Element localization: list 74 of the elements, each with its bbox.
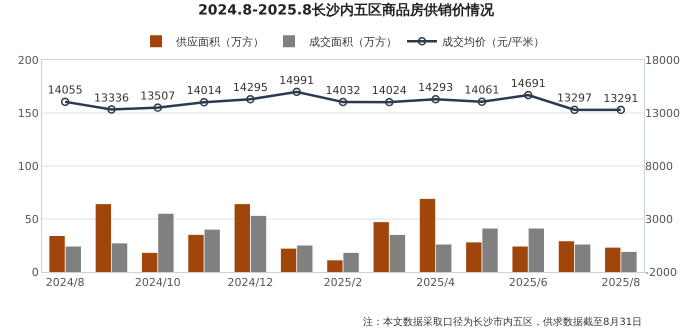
x-tick-label: 2025/4 <box>416 276 455 290</box>
legend-label: 成交面积（万方） <box>309 36 397 49</box>
bar <box>558 241 574 272</box>
bar <box>142 252 158 272</box>
bar <box>621 252 637 272</box>
x-tick-label: 2024/8 <box>46 276 84 290</box>
data-label: 14032 <box>326 84 360 97</box>
data-label: 14014 <box>186 84 222 98</box>
data-label: 14061 <box>464 84 500 97</box>
y-tick-label: 150 <box>18 106 39 120</box>
bar <box>420 198 436 272</box>
legend-label: 成交均价（元/平米） <box>442 36 545 49</box>
data-label: 13291 <box>603 92 638 105</box>
bar <box>66 246 81 272</box>
data-label: 14024 <box>372 84 407 98</box>
point <box>524 90 532 100</box>
y2-tick-label: 18000 <box>645 54 680 67</box>
point <box>616 106 626 114</box>
point <box>154 103 162 112</box>
y-tick-label: 200 <box>18 54 39 67</box>
point <box>246 95 255 104</box>
bar <box>250 216 266 272</box>
x-tick-label: 2025/6 <box>508 276 548 290</box>
y-tick-label: 0 <box>32 266 39 279</box>
y2-tick-label: 3000 <box>645 212 673 226</box>
point <box>385 98 394 106</box>
bar <box>528 228 544 272</box>
y-tick-label: 50 <box>24 212 39 226</box>
point <box>200 98 208 106</box>
y2-tick-label: -2000 <box>645 266 677 279</box>
legend-label: 供应面积（万方） <box>176 36 264 49</box>
point <box>292 88 301 96</box>
data-label: 13507 <box>140 90 176 103</box>
x-tick-label: 2025/2 <box>324 276 362 290</box>
bar <box>327 260 343 272</box>
x-tick-label: 2025/8 <box>602 276 640 290</box>
bar <box>158 214 174 272</box>
bar <box>49 236 65 272</box>
text: 注：本文数据采取口径为长沙市内五区，供求数据截至8月31日 <box>363 316 642 328</box>
point <box>338 98 348 106</box>
bar <box>112 243 128 272</box>
data-label: 14691 <box>510 76 546 90</box>
data-label: 13336 <box>94 91 129 104</box>
bar <box>188 234 204 272</box>
data-label: 14991 <box>279 74 314 87</box>
data-label: 13297 <box>557 92 592 105</box>
bar <box>466 242 482 272</box>
bar <box>605 248 620 272</box>
y2-tick-label: 13000 <box>645 106 680 120</box>
bar <box>512 246 528 272</box>
point <box>431 95 440 104</box>
x-tick-label: 2024/12 <box>228 276 274 290</box>
y-tick-label: 100 <box>18 160 39 173</box>
bar <box>343 252 359 272</box>
point <box>478 98 486 106</box>
bar <box>390 234 406 272</box>
point <box>570 106 579 114</box>
bar <box>96 204 112 272</box>
x-tick-label: 2024/10 <box>134 276 181 290</box>
bar <box>436 244 452 272</box>
y2-tick-label: 8000 <box>645 160 673 173</box>
point <box>107 105 116 114</box>
bar <box>374 222 389 272</box>
point <box>60 98 70 106</box>
bar <box>297 246 312 272</box>
chart-title: 2024.8-2025.8长沙内五区商品房供销价情况 <box>198 2 495 19</box>
bar <box>234 204 250 272</box>
bar <box>204 230 220 272</box>
bar <box>482 228 498 272</box>
bar <box>280 248 296 272</box>
data-label: 14293 <box>418 81 454 94</box>
bar <box>574 244 590 272</box>
data-label: 14295 <box>232 81 268 94</box>
data-label: 14055 <box>48 84 83 97</box>
